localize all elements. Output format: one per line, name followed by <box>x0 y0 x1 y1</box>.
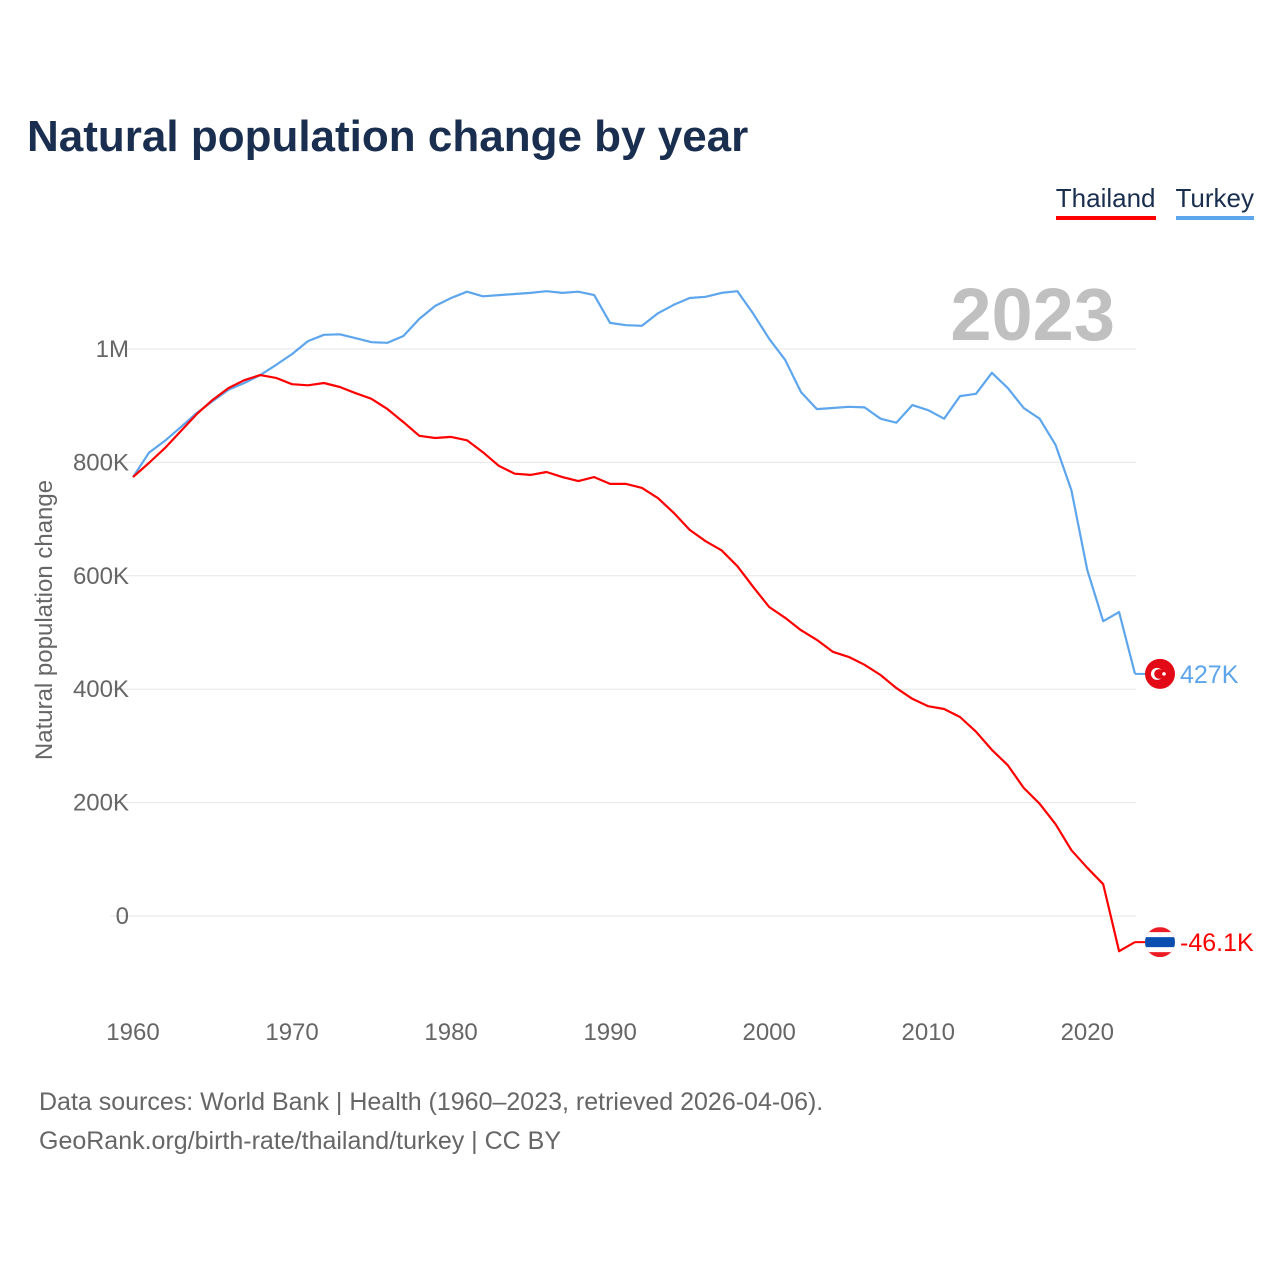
y-axis-label: Natural population change <box>31 480 58 760</box>
y-tick-label: 400K <box>73 676 129 703</box>
legend-thailand[interactable]: Thailand <box>1055 183 1156 220</box>
star <box>1162 672 1166 676</box>
series-line-turkey <box>132 290 1137 675</box>
stripe-blue <box>1145 937 1175 948</box>
x-tick-label: 1970 <box>265 1019 318 1046</box>
turkey-flag-icon <box>1145 658 1175 689</box>
end-value-label: -46.1K <box>1180 929 1254 957</box>
series-line-thailand <box>132 374 1136 953</box>
current-year-label: 2023 <box>950 273 1115 356</box>
flag-stripes <box>1145 927 1175 958</box>
legend: Thailand Turkey <box>1055 183 1254 220</box>
crescent-inner <box>1154 669 1164 679</box>
x-tick-label: 2010 <box>902 1019 955 1046</box>
end-value-label: 427K <box>1180 661 1239 689</box>
source-line-1: Data sources: World Bank | Health (1960–… <box>39 1088 824 1116</box>
y-tick-label: 200K <box>73 790 129 817</box>
x-tick-label: 2000 <box>742 1019 795 1046</box>
y-tick-label: 600K <box>73 563 129 590</box>
x-tick-label: 1990 <box>583 1019 636 1046</box>
x-tick-label: 1960 <box>106 1019 159 1046</box>
chart-title: Natural population change by year <box>27 112 749 161</box>
x-tick-label: 2020 <box>1061 1019 1114 1046</box>
y-tick-label: 1M <box>96 336 129 363</box>
thailand-flag-icon <box>1145 927 1175 958</box>
y-tick-label: 800K <box>73 449 129 476</box>
x-tick-label: 1980 <box>424 1019 477 1046</box>
y-tick-label: 0 <box>116 903 129 930</box>
legend-turkey[interactable]: Turkey <box>1175 183 1254 220</box>
source-line-2[interactable]: GeoRank.org/birth-rate/thailand/turkey |… <box>39 1127 562 1155</box>
